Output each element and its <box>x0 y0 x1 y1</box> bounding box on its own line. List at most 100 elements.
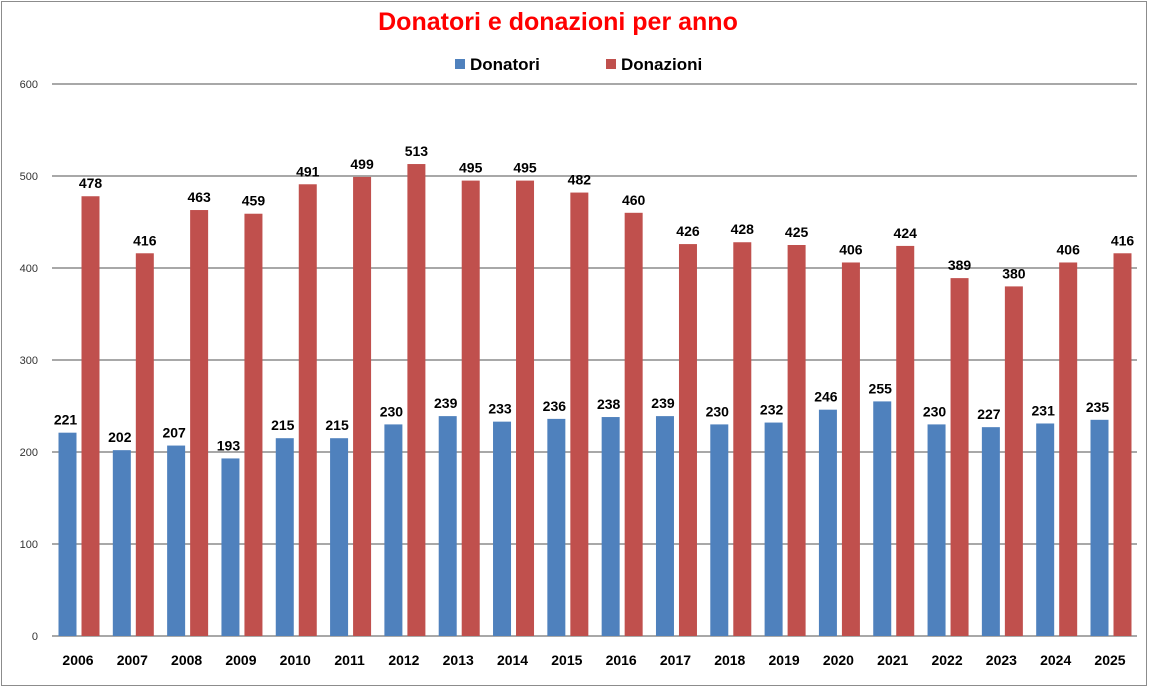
data-label-donatori-2013: 239 <box>434 395 458 411</box>
legend-swatch-donatori <box>455 59 465 69</box>
y-tick-label: 300 <box>20 355 38 367</box>
data-label-donatori-2011: 215 <box>325 417 349 433</box>
data-label-donatori-2015: 236 <box>543 398 567 414</box>
bar-donatori-2006 <box>58 432 77 636</box>
bars <box>58 164 1132 637</box>
bar-donatori-2025 <box>1090 419 1109 636</box>
data-label-donatori-2006: 221 <box>54 412 78 428</box>
data-label-donazioni-2014: 495 <box>513 160 537 176</box>
bar-donazioni-2021 <box>896 245 915 637</box>
bar-donazioni-2006 <box>81 196 100 637</box>
bar-donatori-2024 <box>1036 423 1055 636</box>
x-tick-label: 2009 <box>225 652 256 668</box>
data-label-donatori-2009: 193 <box>217 437 241 453</box>
bar-donazioni-2008 <box>190 210 209 637</box>
y-tick-label: 600 <box>20 79 38 91</box>
data-label-donazioni-2006: 478 <box>79 175 103 191</box>
data-label-donazioni-2007: 416 <box>133 232 157 248</box>
bar-donatori-2011 <box>330 438 349 636</box>
x-tick-label: 2018 <box>714 652 745 668</box>
bar-donatori-2010 <box>275 438 294 636</box>
bar-donazioni-2019 <box>787 245 806 636</box>
bar-donatori-2021 <box>873 401 892 636</box>
data-label-donatori-2023: 227 <box>977 406 1001 422</box>
y-tick-label: 0 <box>32 631 38 643</box>
data-label-donazioni-2008: 463 <box>187 189 211 205</box>
data-label-donatori-2022: 230 <box>923 403 947 419</box>
x-tick-label: 2024 <box>1040 652 1071 668</box>
bar-donazioni-2022 <box>950 278 969 636</box>
y-tick-label: 400 <box>20 263 38 275</box>
bar-donazioni-2020 <box>841 262 860 636</box>
data-label-donatori-2008: 207 <box>162 425 186 441</box>
bar-donatori-2012 <box>384 424 403 636</box>
x-tick-label: 2015 <box>551 652 582 668</box>
chart-title: Donatori e donazioni per anno <box>378 8 738 36</box>
data-label-donazioni-2024: 406 <box>1057 241 1081 257</box>
bar-donatori-2007 <box>112 450 131 636</box>
data-label-donatori-2021: 255 <box>869 380 893 396</box>
x-tick-label: 2025 <box>1094 652 1125 668</box>
data-label-donatori-2019: 232 <box>760 402 784 418</box>
bar-donatori-2017 <box>655 416 674 636</box>
bar-donatori-2023 <box>981 427 1000 636</box>
bar-donatori-2013 <box>438 416 457 636</box>
bar-donazioni-2010 <box>298 184 317 636</box>
x-tick-label: 2007 <box>117 652 148 668</box>
bar-donazioni-2016 <box>624 212 643 637</box>
x-tick-label: 2014 <box>497 652 528 668</box>
data-label-donazioni-2021: 424 <box>894 225 918 241</box>
bar-donatori-2009 <box>221 458 240 636</box>
data-label-donazioni-2015: 482 <box>568 172 592 188</box>
bar-donazioni-2018 <box>733 242 752 637</box>
bar-donatori-2016 <box>601 417 620 636</box>
data-label-donazioni-2023: 380 <box>1002 265 1026 281</box>
y-tick-label: 500 <box>20 171 38 183</box>
data-label-donazioni-2010: 491 <box>296 163 320 179</box>
x-tick-label: 2016 <box>606 652 637 668</box>
data-label-donazioni-2016: 460 <box>622 192 646 208</box>
x-tick-label: 2011 <box>334 652 365 668</box>
y-tick-label: 200 <box>20 447 38 459</box>
bar-donatori-2014 <box>493 421 512 636</box>
chart-frame <box>1 1 1147 686</box>
data-label-donazioni-2009: 459 <box>242 193 266 209</box>
x-tick-label: 2006 <box>62 652 93 668</box>
bar-donazioni-2013 <box>461 180 480 636</box>
x-tick-label: 2022 <box>931 652 962 668</box>
data-label-donatori-2007: 202 <box>108 429 132 445</box>
y-axis-ticks: 0 100 200 300 400 500 600 <box>20 79 38 643</box>
x-tick-label: 2020 <box>823 652 854 668</box>
data-labels: 221 478 202 416 207 463 193 459 215 491 215 499 230 5… <box>54 143 1135 453</box>
bar-donatori-2008 <box>167 445 186 636</box>
x-tick-label: 2012 <box>388 652 419 668</box>
bar-donatori-2018 <box>710 424 729 636</box>
y-tick-label: 100 <box>20 539 38 551</box>
data-label-donatori-2014: 233 <box>488 401 512 417</box>
bar-donatori-2020 <box>818 409 837 636</box>
data-label-donatori-2025: 235 <box>1086 399 1110 415</box>
data-label-donatori-2020: 246 <box>814 389 838 405</box>
data-label-donatori-2016: 238 <box>597 396 621 412</box>
bar-donazioni-2025 <box>1113 253 1132 636</box>
bar-donazioni-2011 <box>353 176 372 637</box>
bar-donatori-2022 <box>927 424 946 636</box>
bar-donatori-2015 <box>547 418 566 636</box>
bar-donazioni-2024 <box>1059 262 1078 636</box>
data-label-donazioni-2011: 499 <box>350 156 374 172</box>
data-label-donazioni-2022: 389 <box>948 257 972 273</box>
legend-label-donazioni: Donazioni <box>621 55 702 74</box>
data-label-donatori-2012: 230 <box>380 403 404 419</box>
bar-donazioni-2023 <box>1004 286 1023 636</box>
x-tick-label: 2017 <box>660 652 691 668</box>
x-tick-label: 2023 <box>986 652 1017 668</box>
x-axis-ticks: 2006 2007 2008 2009 2010 2011 2012 2013 2014 2015… <box>62 652 1125 668</box>
data-label-donatori-2024: 231 <box>1032 402 1056 418</box>
data-label-donazioni-2017: 426 <box>676 223 700 239</box>
x-tick-label: 2021 <box>877 652 908 668</box>
data-label-donazioni-2020: 406 <box>839 241 863 257</box>
data-label-donatori-2010: 215 <box>271 417 295 433</box>
data-label-donatori-2017: 239 <box>651 395 675 411</box>
bar-donazioni-2014 <box>516 180 535 636</box>
